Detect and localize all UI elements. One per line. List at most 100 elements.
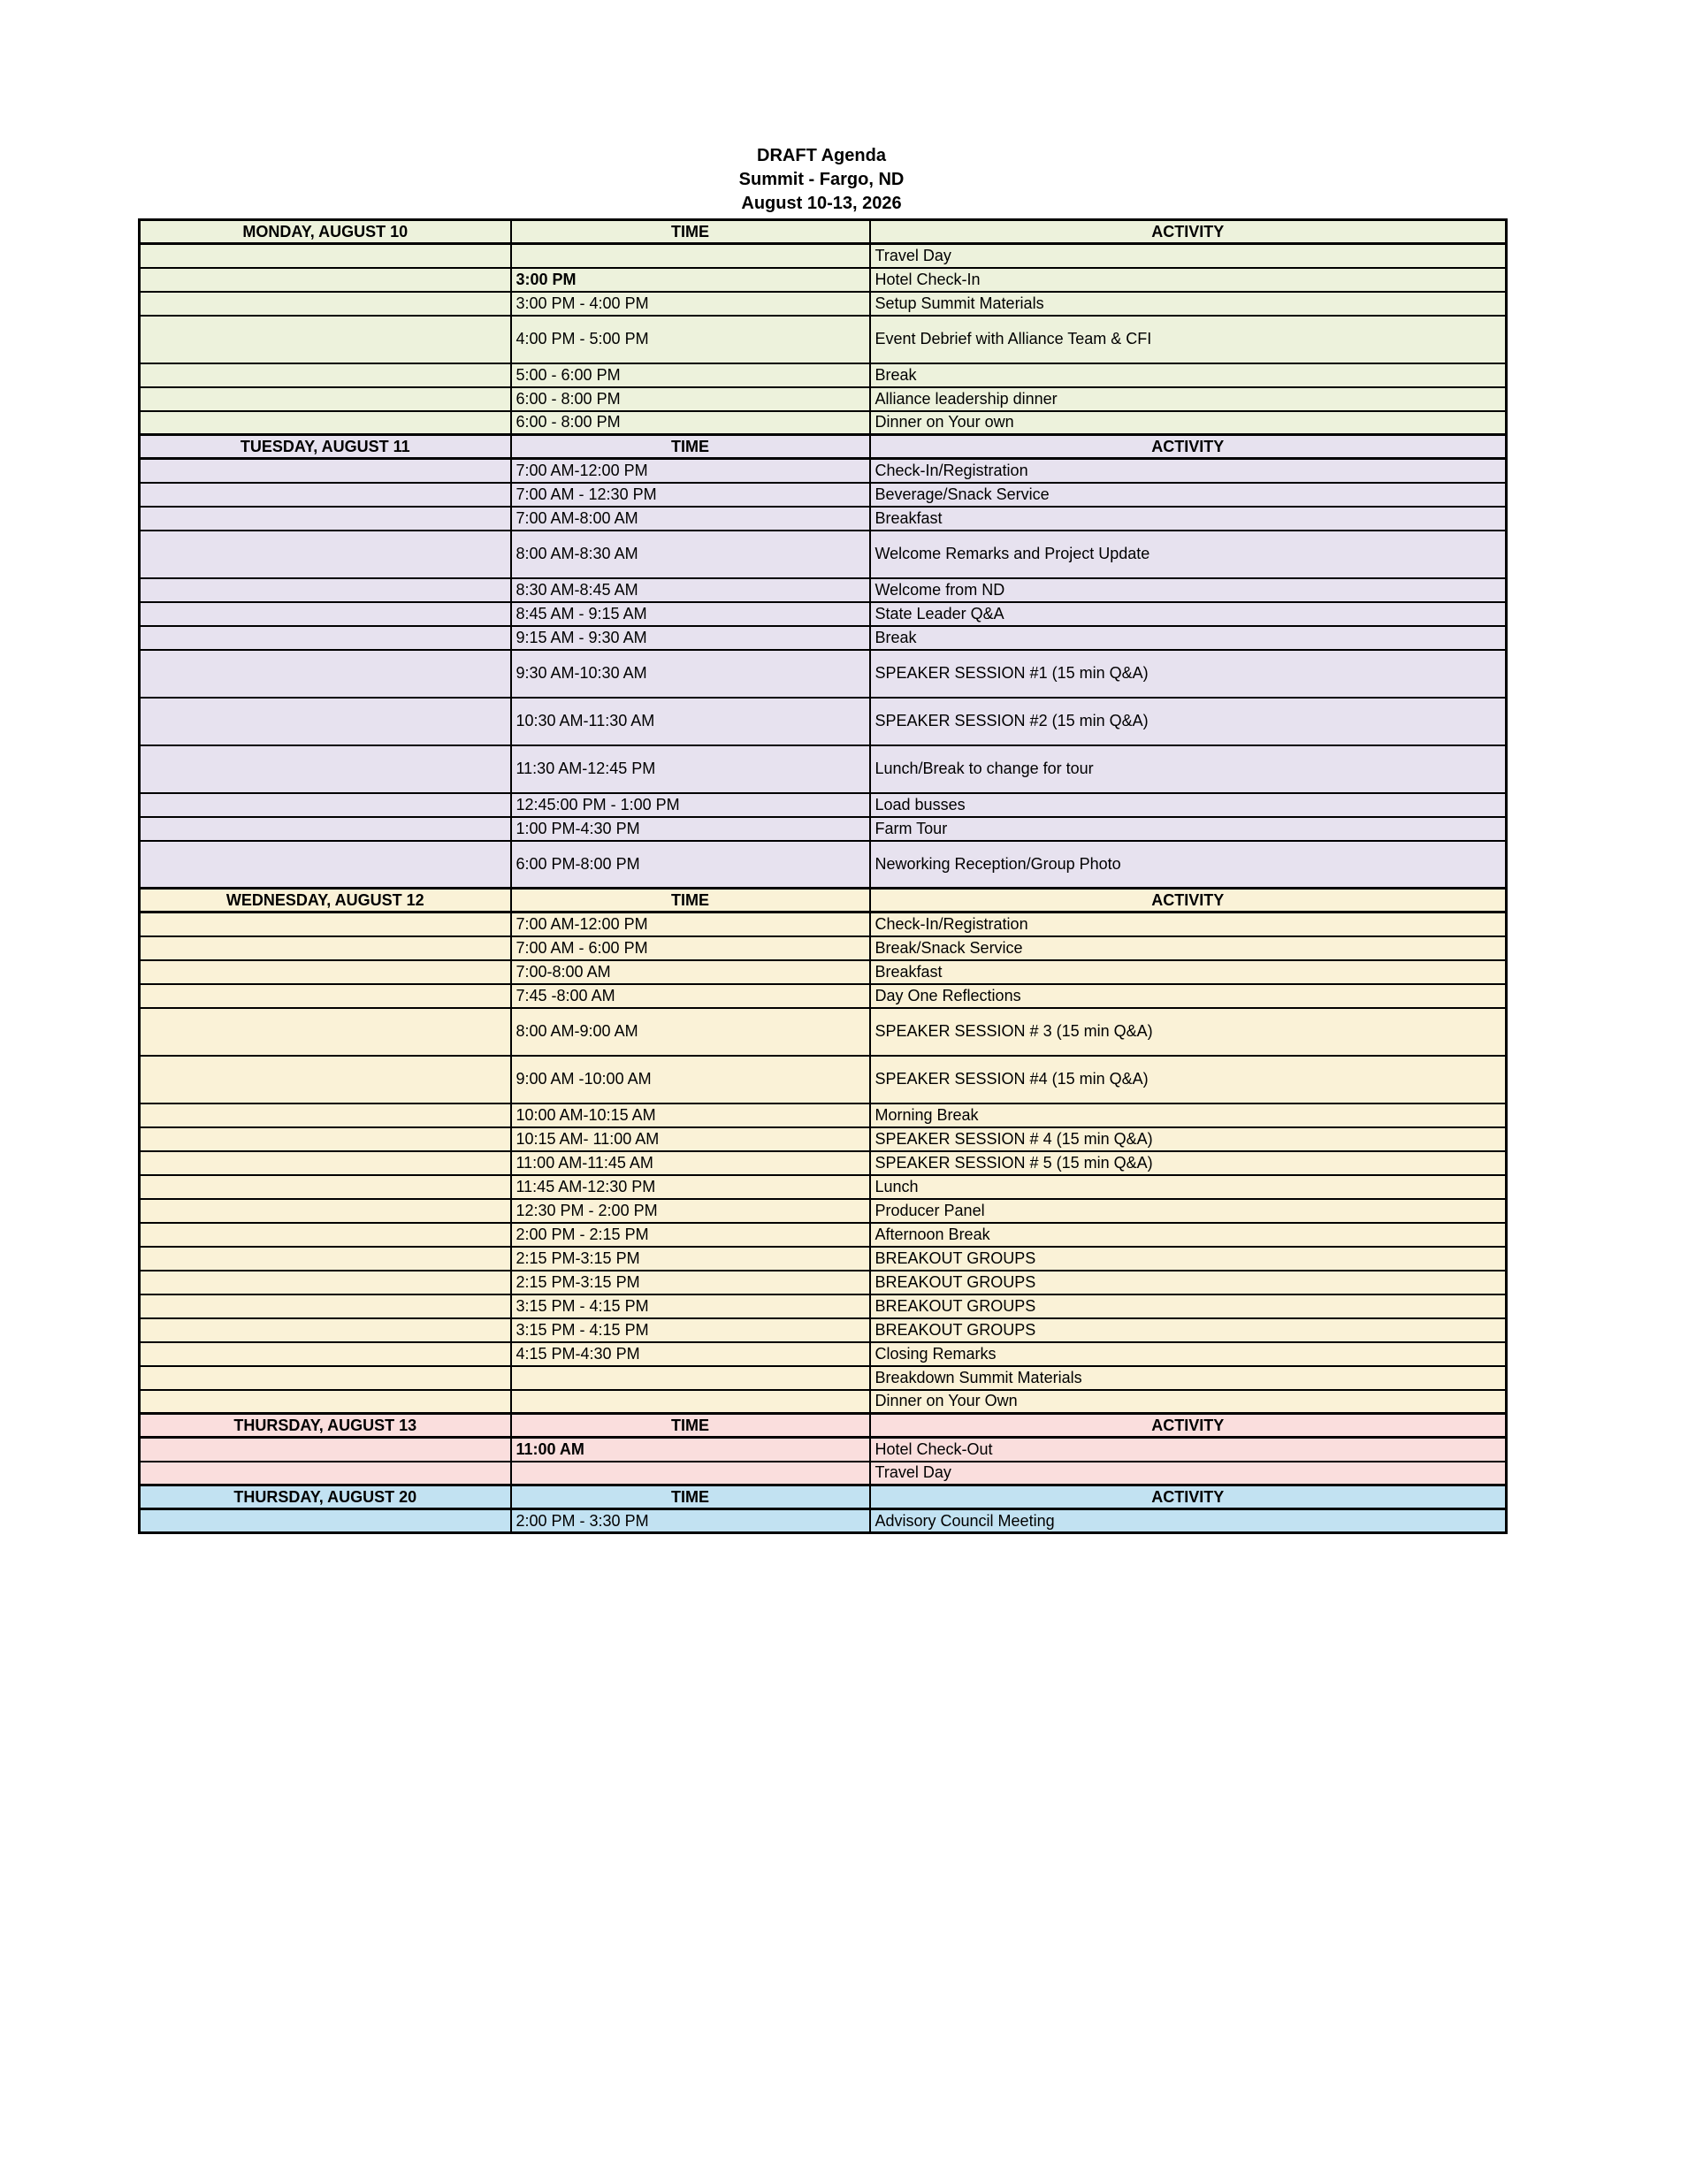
activity-cell: Hotel Check-Out (868, 1436, 1508, 1462)
activity-cell: Hotel Check-In (868, 266, 1508, 293)
agenda-row: 3:00 PM Hotel Check-In (138, 266, 1508, 293)
agenda-row: 10:15 AM- 11:00 AM SPEAKER SESSION # 4 (1… (138, 1126, 1508, 1152)
activity-cell: Load busses (868, 791, 1508, 818)
time-cell (509, 1364, 871, 1391)
time-cell: 10:15 AM- 11:00 AM (509, 1126, 871, 1152)
section-day-header: MONDAY, AUGUST 10 (138, 218, 512, 245)
activity-cell: Breakfast (868, 958, 1508, 985)
agenda-row: 8:30 AM-8:45 AM Welcome from ND (138, 577, 1508, 603)
agenda-row: 10:00 AM-10:15 AM Morning Break (138, 1102, 1508, 1128)
activity-column-header: ACTIVITY (868, 218, 1508, 245)
day-spacer-cell (138, 839, 512, 890)
activity-cell: Day One Reflections (868, 982, 1508, 1009)
section-header-row: MONDAY, AUGUST 10 TIME ACTIVITY (138, 218, 1508, 245)
agenda-row: 8:00 AM-9:00 AM SPEAKER SESSION # 3 (15 m… (138, 1006, 1508, 1057)
day-spacer-cell (138, 1340, 512, 1367)
agenda-row: 2:00 PM - 2:15 PM Afternoon Break (138, 1221, 1508, 1248)
activity-cell: SPEAKER SESSION #1 (15 min Q&A) (868, 648, 1508, 699)
agenda-row: 9:00 AM -10:00 AM SPEAKER SESSION #4 (15 … (138, 1054, 1508, 1104)
time-cell: 2:15 PM-3:15 PM (509, 1269, 871, 1295)
day-spacer-cell (138, 1436, 512, 1462)
activity-column-header: ACTIVITY (868, 1484, 1508, 1510)
agenda-row: 6:00 - 8:00 PM Alliance leadership dinner (138, 386, 1508, 412)
day-spacer-cell (138, 1221, 512, 1248)
activity-cell: Closing Remarks (868, 1340, 1508, 1367)
activity-cell: Break/Snack Service (868, 935, 1508, 961)
time-cell: 10:30 AM-11:30 AM (509, 696, 871, 746)
day-spacer-cell (138, 1102, 512, 1128)
day-spacer-cell (138, 409, 512, 436)
time-cell: 7:00-8:00 AM (509, 958, 871, 985)
section-header-row: TUESDAY, AUGUST 11 TIME ACTIVITY (138, 433, 1508, 460)
day-spacer-cell (138, 1317, 512, 1343)
time-cell: 11:30 AM-12:45 PM (509, 744, 871, 794)
day-spacer-cell (138, 1245, 512, 1271)
activity-cell: Lunch/Break to change for tour (868, 744, 1508, 794)
activity-column-header: ACTIVITY (868, 1412, 1508, 1439)
activity-cell: Dinner on Your Own (868, 1388, 1508, 1415)
time-cell (509, 1388, 871, 1415)
agenda-row: 1:00 PM-4:30 PM Farm Tour (138, 815, 1508, 842)
day-spacer-cell (138, 386, 512, 412)
time-cell: 10:00 AM-10:15 AM (509, 1102, 871, 1128)
activity-cell: Breakfast (868, 505, 1508, 531)
agenda-row: 6:00 PM-8:00 PM Neworking Reception/Group… (138, 839, 1508, 890)
activity-cell: Breakdown Summit Materials (868, 1364, 1508, 1391)
time-cell: 8:00 AM-8:30 AM (509, 529, 871, 579)
time-cell: 2:00 PM - 2:15 PM (509, 1221, 871, 1248)
agenda-row: 9:30 AM-10:30 AM SPEAKER SESSION #1 (15 m… (138, 648, 1508, 699)
activity-cell: Break (868, 624, 1508, 651)
agenda-row: 4:00 PM - 5:00 PM Event Debrief with Alli… (138, 314, 1508, 364)
section-day-header: WEDNESDAY, AUGUST 12 (138, 887, 512, 913)
day-spacer-cell (138, 600, 512, 627)
time-cell: 9:00 AM -10:00 AM (509, 1054, 871, 1104)
section-day-header: THURSDAY, AUGUST 20 (138, 1484, 512, 1510)
time-cell: 6:00 - 8:00 PM (509, 386, 871, 412)
time-cell: 7:45 -8:00 AM (509, 982, 871, 1009)
day-spacer-cell (138, 457, 512, 484)
time-cell: 8:45 AM - 9:15 AM (509, 600, 871, 627)
day-spacer-cell (138, 982, 512, 1009)
day-spacer-cell (138, 1269, 512, 1295)
time-cell: 4:00 PM - 5:00 PM (509, 314, 871, 364)
day-spacer-cell (138, 1173, 512, 1200)
time-cell: 3:00 PM - 4:00 PM (509, 290, 871, 317)
time-cell: 7:00 AM-8:00 AM (509, 505, 871, 531)
activity-cell: BREAKOUT GROUPS (868, 1269, 1508, 1295)
day-spacer-cell (138, 1388, 512, 1415)
activity-cell: Setup Summit Materials (868, 290, 1508, 317)
activity-cell: Check-In/Registration (868, 457, 1508, 484)
day-spacer-cell (138, 1293, 512, 1319)
agenda-row: 12:30 PM - 2:00 PM Producer Panel (138, 1197, 1508, 1224)
agenda-row: 8:45 AM - 9:15 AM State Leader Q&A (138, 600, 1508, 627)
agenda-row: 3:15 PM - 4:15 PM BREAKOUT GROUPS (138, 1293, 1508, 1319)
agenda-row: 10:30 AM-11:30 AM SPEAKER SESSION #2 (15 … (138, 696, 1508, 746)
time-cell: 6:00 PM-8:00 PM (509, 839, 871, 890)
time-cell: 9:30 AM-10:30 AM (509, 648, 871, 699)
time-column-header: TIME (509, 218, 871, 245)
time-cell: 4:15 PM-4:30 PM (509, 1340, 871, 1367)
time-cell: 11:45 AM-12:30 PM (509, 1173, 871, 1200)
day-spacer-cell (138, 290, 512, 317)
agenda-row: 7:00 AM-12:00 PM Check-In/Registration (138, 911, 1508, 937)
time-cell: 6:00 - 8:00 PM (509, 409, 871, 436)
activity-cell: Dinner on Your own (868, 409, 1508, 436)
activity-cell: Event Debrief with Alliance Team & CFI (868, 314, 1508, 364)
day-spacer-cell (138, 577, 512, 603)
day-spacer-cell (138, 314, 512, 364)
agenda-row: 11:00 AM-11:45 AM SPEAKER SESSION # 5 (15… (138, 1149, 1508, 1176)
activity-column-header: ACTIVITY (868, 433, 1508, 460)
time-cell: 3:15 PM - 4:15 PM (509, 1293, 871, 1319)
activity-column-header: ACTIVITY (868, 887, 1508, 913)
time-column-header: TIME (509, 1412, 871, 1439)
day-spacer-cell (138, 1126, 512, 1152)
document-title-line2: Summit - Fargo, ND (738, 170, 905, 189)
agenda-row: 5:00 - 6:00 PM Break (138, 362, 1508, 388)
day-spacer-cell (138, 1149, 512, 1176)
document-title-line3: August 10-13, 2026 (741, 194, 902, 213)
agenda-row: 11:30 AM-12:45 PM Lunch/Break to change f… (138, 744, 1508, 794)
time-column-header: TIME (509, 433, 871, 460)
activity-cell: Welcome from ND (868, 577, 1508, 603)
agenda-row: 12:45:00 PM - 1:00 PM Load busses (138, 791, 1508, 818)
day-spacer-cell (138, 1508, 512, 1534)
